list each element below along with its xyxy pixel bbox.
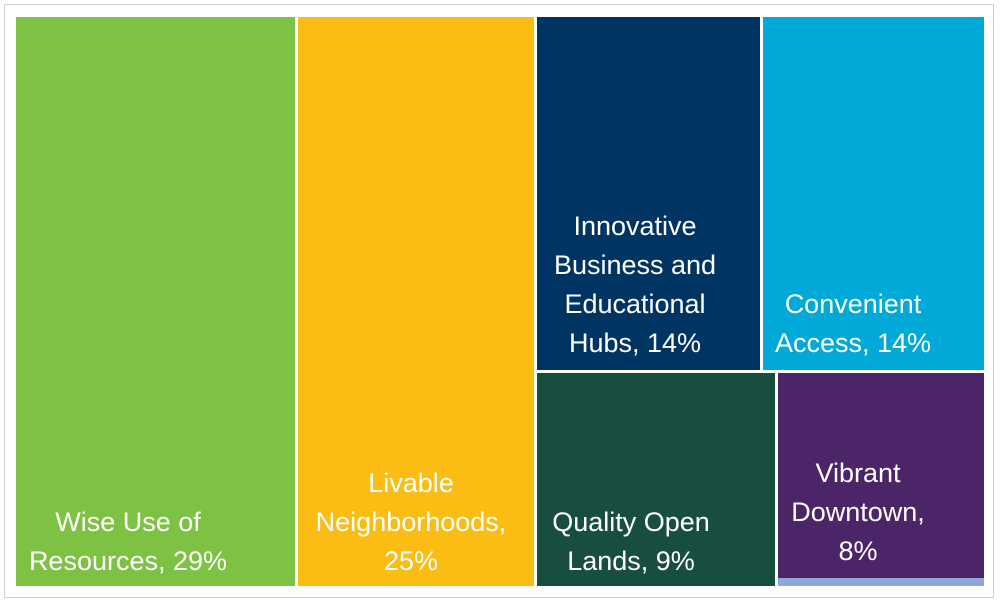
treemap-tile-label-line: Business and (554, 250, 716, 280)
treemap-tile-label-line: Livable (368, 468, 454, 498)
treemap-tile-label: Innovative Business and Educational Hubs, 1… (554, 211, 716, 358)
treemap-tile-rect (298, 17, 534, 586)
treemap-tile-label: Wise Use of Resources, 29% (29, 507, 227, 576)
treemap-tile-label-line: Lands, 9% (567, 546, 695, 576)
treemap-tile-rect (16, 17, 295, 586)
treemap-tile-label-line: Quality Open (552, 507, 710, 537)
treemap-tile-rect (778, 578, 984, 586)
treemap-tile: Wise Use of Resources, 29% (16, 17, 295, 586)
treemap-tile (778, 578, 984, 586)
treemap-tile: Convenient Access, 14% (763, 17, 984, 370)
treemap-tile-label-line: Educational (564, 289, 705, 319)
treemap-tile-label-line: 8% (838, 536, 877, 566)
treemap-tile-label-line: Convenient (785, 289, 922, 319)
treemap-tile-rect (537, 17, 760, 370)
treemap-tile: Livable Neighborhoods, 25% (298, 17, 534, 586)
treemap-tile-label-line: Innovative (573, 211, 696, 241)
treemap-tile-label: Livable Neighborhoods, 25% (316, 468, 507, 576)
treemap-tile: Quality Open Lands, 9% (537, 373, 775, 586)
treemap-tile-label-line: Hubs, 14% (569, 328, 701, 358)
treemap-tile-label: Vibrant Downtown, 8% (791, 458, 925, 566)
treemap-tile-rect (537, 373, 775, 586)
treemap-tile-label-line: Downtown, (791, 497, 925, 527)
treemap-tile-rect (763, 17, 984, 370)
treemap-tile-label-line: Resources, 29% (29, 546, 227, 576)
treemap-tile-label-line: Wise Use of (55, 507, 201, 537)
treemap-tile-label-line: Vibrant (815, 458, 901, 488)
treemap-tile-label-line: Access, 14% (775, 328, 931, 358)
treemap-tile: Innovative Business and Educational Hubs, 1… (537, 17, 760, 370)
treemap-tile: Vibrant Downtown, 8% (778, 373, 984, 578)
treemap-tile-label-line: Neighborhoods, (316, 507, 507, 537)
treemap-tile-label-line: 25% (384, 546, 438, 576)
treemap-tile-rect (778, 373, 984, 578)
treemap-tile-label: Quality Open Lands, 9% (552, 507, 710, 576)
treemap-tile-label: Convenient Access, 14% (775, 289, 931, 358)
